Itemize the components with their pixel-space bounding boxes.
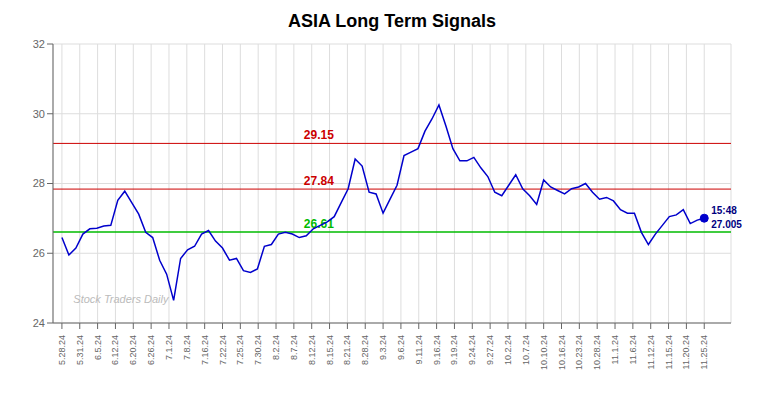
svg-text:10.10.24: 10.10.24 <box>539 335 549 370</box>
svg-text:10.2.24: 10.2.24 <box>503 335 513 365</box>
svg-text:7.30.24: 7.30.24 <box>253 335 263 365</box>
svg-text:11.15.24: 11.15.24 <box>664 335 674 369</box>
svg-text:8.12.24: 8.12.24 <box>307 335 317 365</box>
svg-text:10.7.24: 10.7.24 <box>521 335 531 365</box>
svg-text:11.6.24: 11.6.24 <box>628 335 638 364</box>
svg-text:8.28.24: 8.28.24 <box>360 335 370 365</box>
svg-text:32: 32 <box>33 38 45 50</box>
svg-text:26: 26 <box>33 247 45 259</box>
svg-text:9.16.24: 9.16.24 <box>432 335 442 365</box>
svg-text:7.1.24: 7.1.24 <box>164 335 174 360</box>
svg-text:6.12.24: 6.12.24 <box>110 335 120 365</box>
svg-text:7.8.24: 7.8.24 <box>182 335 192 360</box>
svg-text:9.19.24: 9.19.24 <box>449 335 459 365</box>
svg-text:7.22.24: 7.22.24 <box>218 335 228 365</box>
svg-text:24: 24 <box>33 317 45 329</box>
svg-text:10.23.24: 10.23.24 <box>574 335 584 370</box>
svg-text:27.005: 27.005 <box>711 219 742 230</box>
svg-text:11.12.24: 11.12.24 <box>646 335 656 369</box>
svg-text:10.28.24: 10.28.24 <box>592 335 602 370</box>
svg-text:5.28.24: 5.28.24 <box>57 335 67 365</box>
svg-text:6.5.24: 6.5.24 <box>93 335 103 360</box>
svg-text:8.7.24: 8.7.24 <box>289 335 299 360</box>
svg-text:15:48: 15:48 <box>711 205 737 216</box>
svg-text:8.15.24: 8.15.24 <box>325 335 335 365</box>
svg-text:8.2.24: 8.2.24 <box>271 335 281 360</box>
svg-text:5.31.24: 5.31.24 <box>75 335 85 365</box>
svg-text:9.11.24: 9.11.24 <box>414 335 424 364</box>
svg-text:30: 30 <box>33 108 45 120</box>
svg-text:9.24.24: 9.24.24 <box>467 335 477 365</box>
svg-text:7.16.24: 7.16.24 <box>200 335 210 365</box>
svg-text:9.3.24: 9.3.24 <box>378 335 388 360</box>
svg-text:29.15: 29.15 <box>304 128 334 142</box>
svg-text:28: 28 <box>33 177 45 189</box>
svg-text:8.21.24: 8.21.24 <box>342 335 352 365</box>
svg-text:10.16.24: 10.16.24 <box>557 335 567 370</box>
html-text:ASIA Long Term Signals: ASIA Long Term Signals <box>288 11 496 31</box>
svg-text:9.6.24: 9.6.24 <box>396 335 406 360</box>
svg-text:11.20.24: 11.20.24 <box>681 335 691 369</box>
svg-text:Stock Traders Daily: Stock Traders Daily <box>73 293 170 305</box>
svg-text:26.61: 26.61 <box>304 217 334 231</box>
svg-text:9.27.24: 9.27.24 <box>485 335 495 365</box>
svg-text:11.25.24: 11.25.24 <box>699 335 709 369</box>
svg-text:6.26.24: 6.26.24 <box>146 335 156 365</box>
svg-text:6.20.24: 6.20.24 <box>128 335 138 365</box>
svg-text:27.84: 27.84 <box>304 174 334 188</box>
svg-text:11.1.24: 11.1.24 <box>610 335 620 364</box>
svg-text:7.25.24: 7.25.24 <box>235 335 245 365</box>
